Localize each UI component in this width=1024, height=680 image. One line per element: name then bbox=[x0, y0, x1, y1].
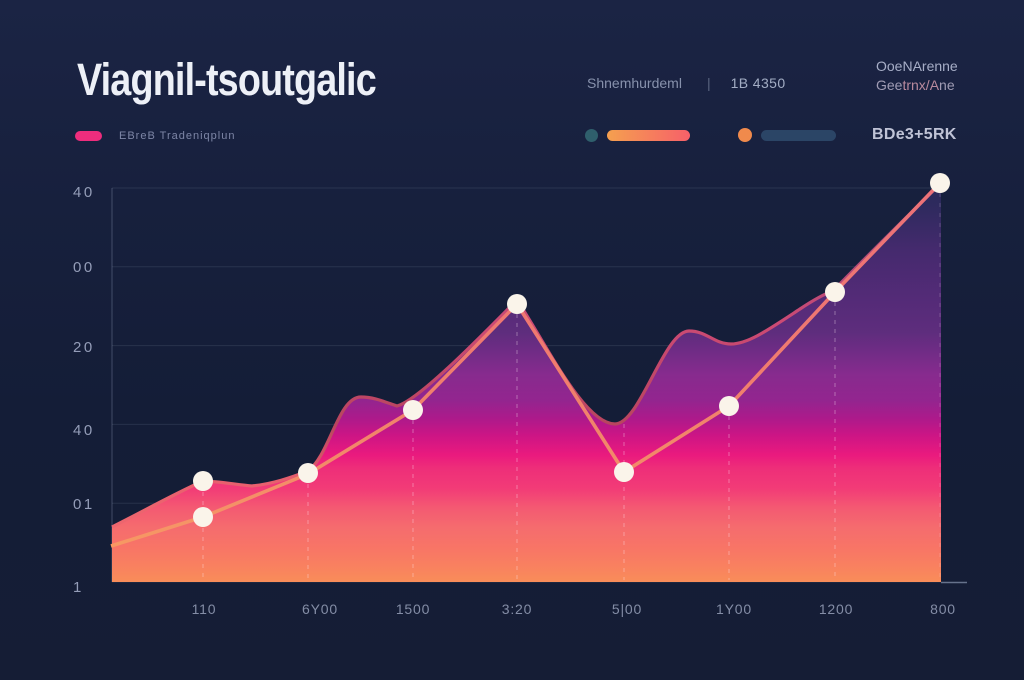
svg-text:6Y00: 6Y00 bbox=[302, 601, 338, 617]
svg-text:01: 01 bbox=[73, 496, 95, 513]
svg-text:1Y00: 1Y00 bbox=[716, 601, 752, 617]
svg-text:1200: 1200 bbox=[819, 601, 853, 617]
svg-text:110: 110 bbox=[192, 601, 217, 617]
svg-text:1: 1 bbox=[73, 579, 84, 596]
svg-text:800: 800 bbox=[930, 601, 956, 617]
svg-text:5|00: 5|00 bbox=[612, 601, 642, 617]
svg-text:40: 40 bbox=[73, 184, 95, 201]
svg-text:3:20: 3:20 bbox=[502, 601, 532, 617]
svg-text:00: 00 bbox=[73, 259, 95, 276]
svg-text:1500: 1500 bbox=[396, 601, 430, 617]
svg-text:20: 20 bbox=[73, 339, 95, 356]
svg-text:40: 40 bbox=[73, 422, 95, 439]
